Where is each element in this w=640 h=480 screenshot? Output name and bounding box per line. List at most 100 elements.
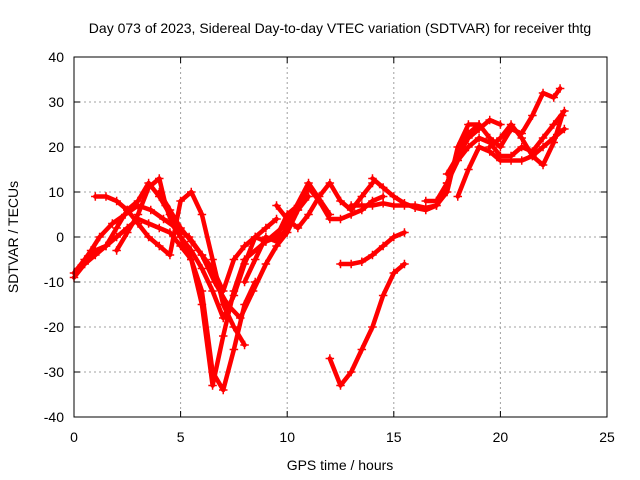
data-point [368, 322, 377, 332]
series-trace [327, 261, 407, 388]
data-point [176, 223, 185, 233]
series-track-4 [91, 187, 249, 350]
data-point [555, 84, 565, 93]
data-point [208, 264, 217, 273]
data-point [165, 250, 175, 260]
y-tick-label: 20 [48, 139, 64, 155]
data-point [378, 291, 388, 300]
data-point [218, 313, 228, 323]
data-point [506, 120, 516, 129]
data-point [208, 286, 217, 296]
y-tick-label: 0 [56, 229, 64, 245]
data-point [336, 214, 345, 224]
data-point [474, 133, 484, 143]
data-point [272, 201, 281, 210]
data-point [282, 214, 292, 224]
chart-title: Day 073 of 2023, Sidereal Day-to-day VTE… [89, 20, 591, 36]
series-track-2 [69, 178, 260, 395]
data-point [101, 241, 111, 251]
data-point [378, 183, 388, 192]
data-point [410, 203, 420, 212]
data-point [314, 192, 324, 201]
data-point [250, 255, 260, 264]
data-point [528, 111, 537, 120]
data-point [176, 196, 185, 206]
data-point [378, 199, 388, 208]
data-point [304, 183, 313, 192]
data-point [538, 88, 548, 98]
data-point [325, 354, 335, 363]
data-point [560, 124, 569, 134]
data-point [187, 187, 196, 197]
data-point [187, 246, 196, 255]
data-point [144, 232, 153, 242]
x-axis-label: GPS time / hours [287, 457, 394, 473]
grid [74, 57, 607, 417]
data-point [557, 111, 567, 120]
data-point [549, 138, 558, 147]
data-point [240, 259, 249, 269]
data-point [325, 214, 335, 224]
data-point [485, 115, 494, 125]
data-point [421, 205, 431, 215]
y-tick-label: -40 [44, 409, 64, 425]
data-series [69, 84, 569, 395]
data-point [336, 196, 345, 206]
data-point [474, 120, 484, 129]
data-point [229, 291, 239, 300]
data-point [549, 120, 558, 129]
data-point [146, 205, 156, 215]
data-point [159, 214, 168, 224]
data-point [538, 160, 548, 170]
data-point [250, 232, 260, 242]
series-track-10 [336, 228, 409, 269]
data-point [496, 120, 505, 129]
y-tick-label: 10 [48, 184, 64, 200]
data-point [517, 133, 526, 143]
data-point [346, 259, 356, 269]
data-point [357, 192, 367, 201]
data-point [528, 151, 537, 161]
data-point [240, 277, 249, 287]
y-axis-label: SDTVAR / TECUs [5, 181, 21, 293]
data-point [112, 223, 121, 233]
data-point [517, 156, 526, 165]
data-point [485, 133, 494, 143]
data-point [453, 151, 463, 161]
data-point [101, 192, 111, 201]
series-trace [487, 113, 565, 168]
data-point [506, 156, 516, 165]
data-point [208, 367, 217, 377]
data-point [389, 232, 399, 242]
data-point [357, 201, 367, 210]
data-point [336, 259, 345, 269]
series-track-9 [325, 259, 409, 390]
y-tick-label: 30 [48, 94, 64, 110]
data-point [400, 259, 409, 269]
data-point [95, 232, 104, 242]
data-point [187, 237, 196, 246]
data-point [248, 286, 258, 296]
data-point [464, 129, 473, 138]
data-point [91, 192, 100, 201]
x-tick-label: 10 [279, 429, 295, 445]
data-point [197, 286, 207, 296]
data-point [167, 219, 177, 228]
data-point [325, 178, 335, 188]
data-point [421, 196, 431, 206]
data-point [74, 264, 83, 273]
data-point [86, 246, 96, 255]
data-point [346, 201, 356, 210]
data-point [261, 259, 271, 269]
data-point [133, 219, 143, 228]
data-point [464, 142, 473, 152]
data-point [442, 178, 452, 188]
y-tick-label: -30 [44, 364, 64, 380]
data-point [538, 133, 548, 143]
x-tick-label: 20 [493, 429, 509, 445]
data-point [496, 142, 505, 152]
data-point [133, 210, 143, 219]
data-point [357, 257, 367, 266]
axis-ticks: 0 5 10 15 20 25 -40 -30 -20 -10 0 10 20 30 40 [44, 49, 615, 445]
data-point [165, 205, 175, 215]
